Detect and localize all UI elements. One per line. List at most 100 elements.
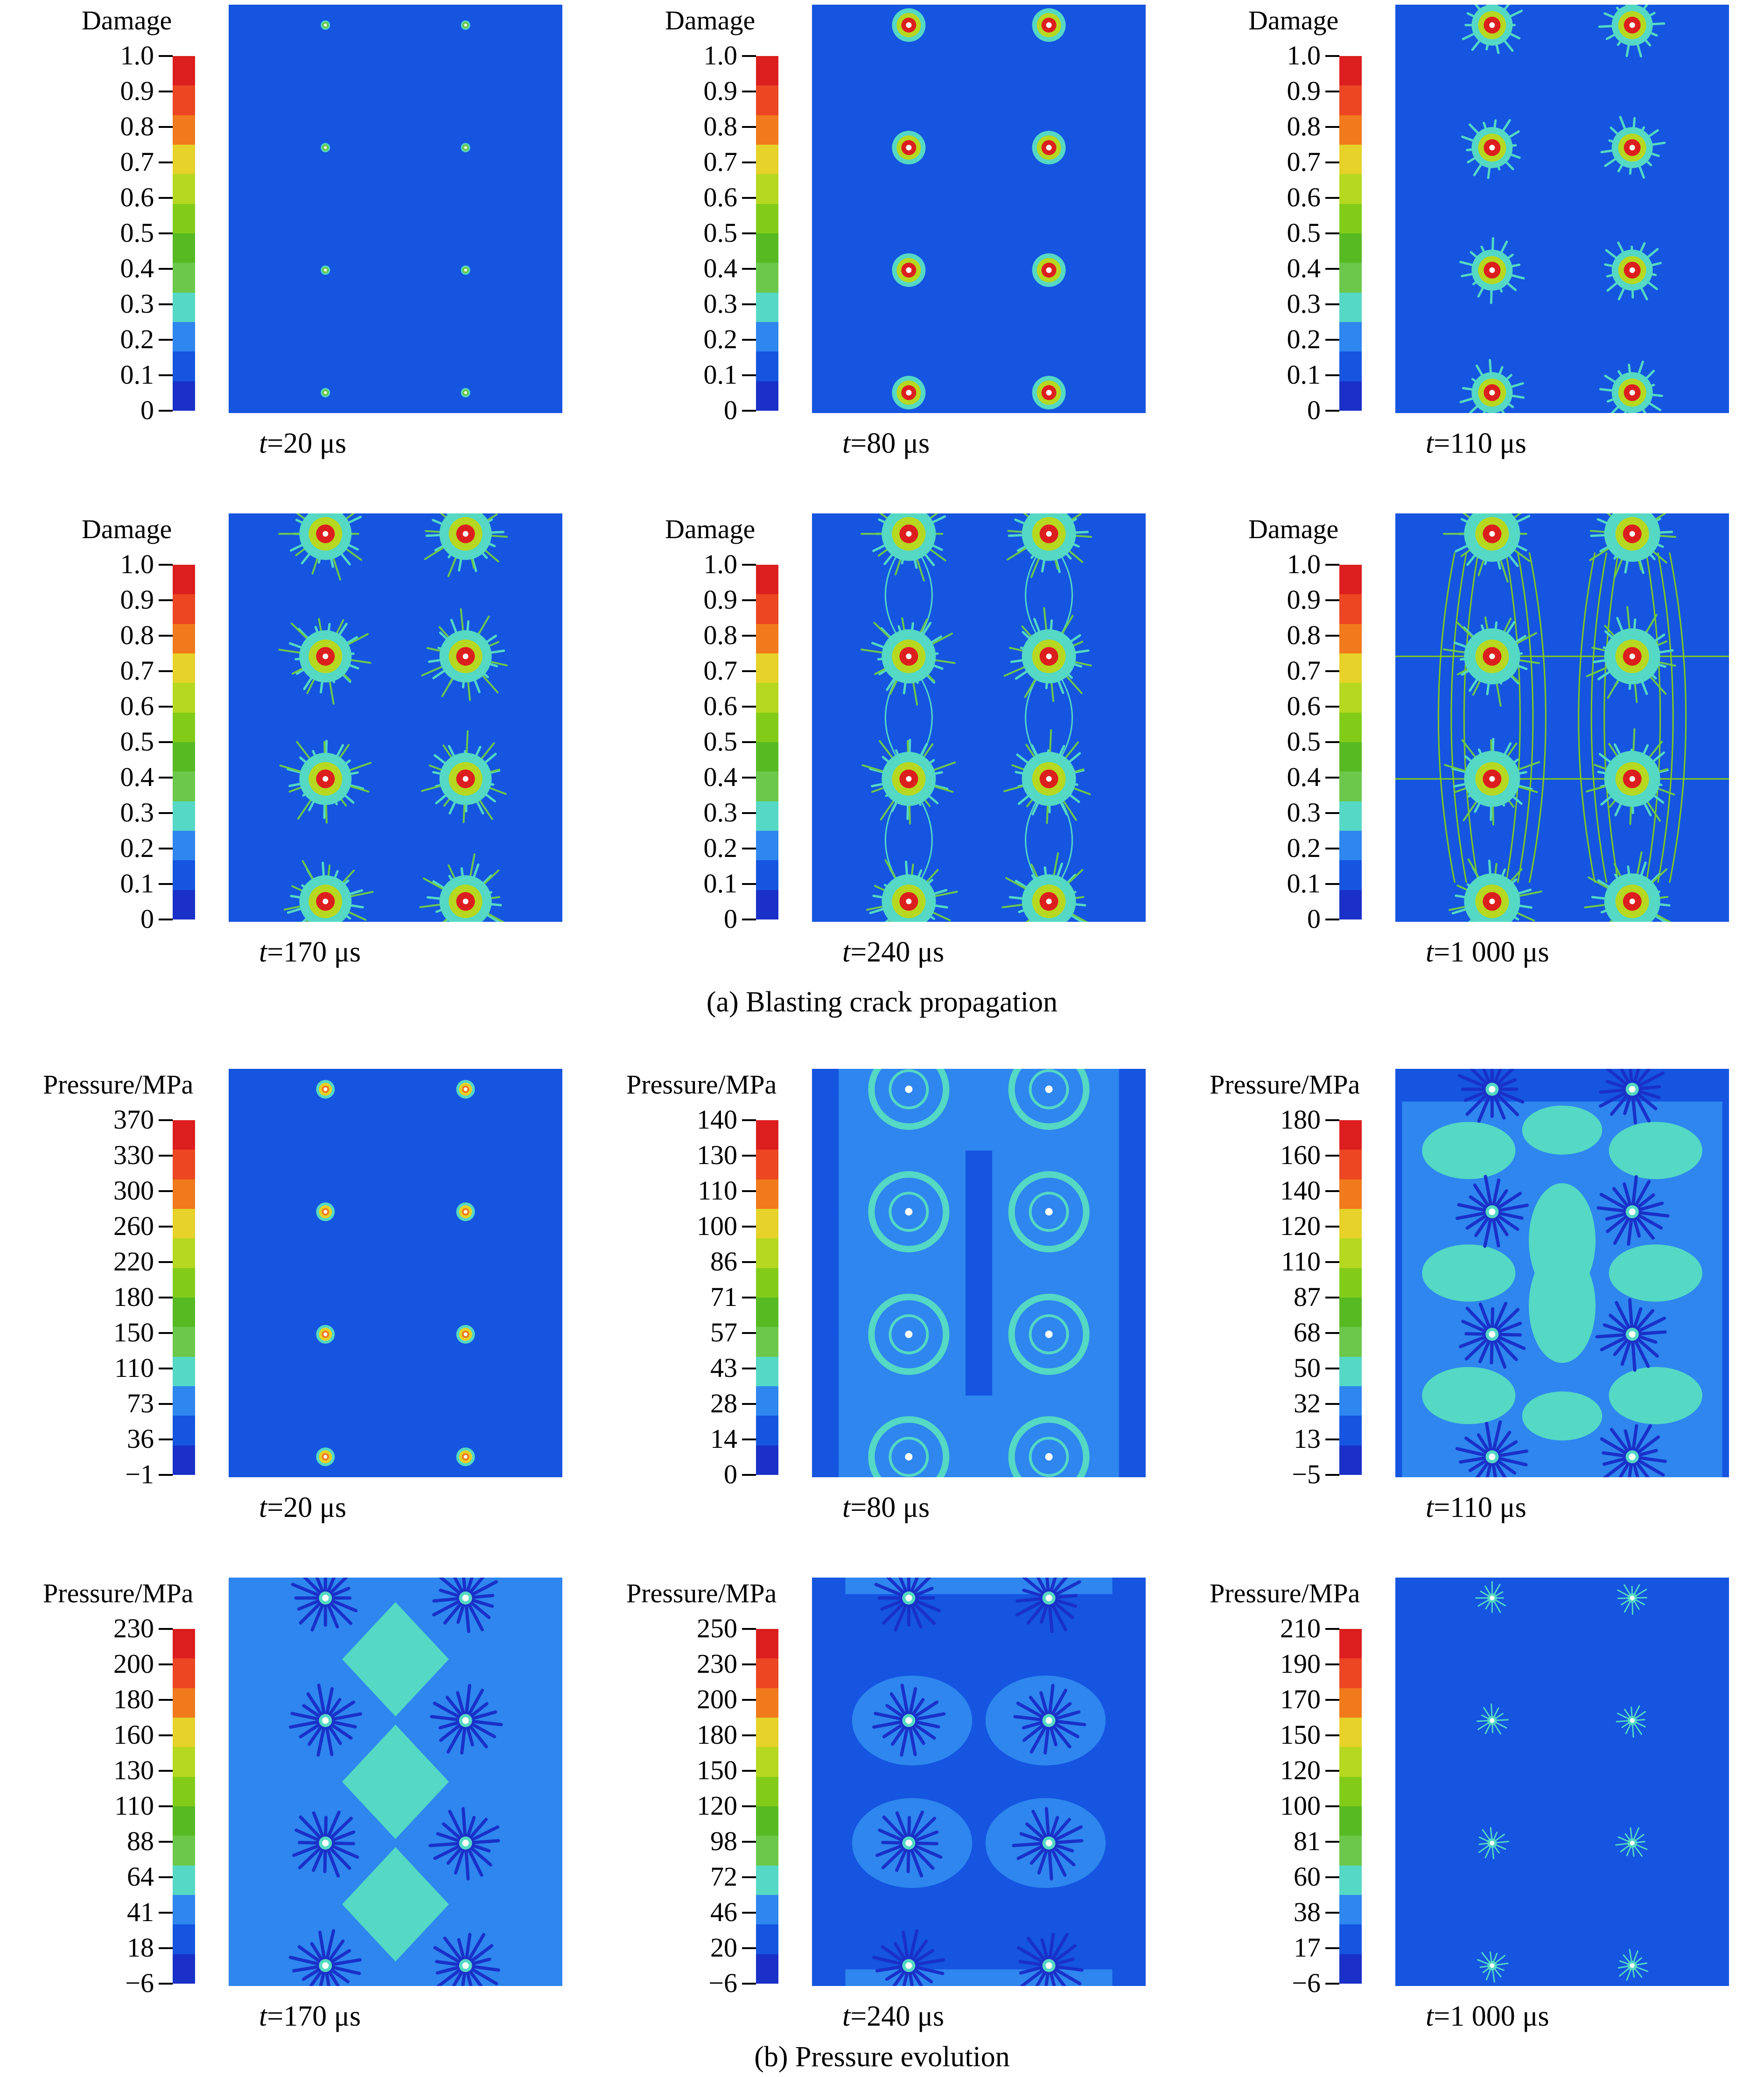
colorbar-tick [742, 1332, 756, 1334]
colorbar-tick-label: 0.8 [1171, 622, 1321, 649]
colorbar-tick-label: 0.7 [1171, 657, 1321, 684]
colorbar-tick-label: −6 [588, 1970, 737, 1997]
borehole [906, 22, 911, 28]
colorbar-tick [742, 1912, 756, 1914]
time-value: =240 μs [850, 936, 944, 968]
colorbar-tick-label: 130 [588, 1142, 737, 1169]
colorbar-segment [1339, 1718, 1362, 1747]
time-label: t=110 μs [1426, 427, 1526, 460]
damage-contour-plot [812, 5, 1146, 413]
borehole [464, 1455, 468, 1459]
colorbar-segment [756, 1924, 778, 1954]
time-value: =1 000 μs [1434, 936, 1549, 968]
colorbar-tick [1325, 126, 1339, 128]
borehole [324, 146, 327, 149]
colorbar-tick-label: 180 [5, 1284, 154, 1311]
colorbar-tick [159, 777, 173, 779]
colorbar-segment [173, 1209, 195, 1239]
colorbar-segment [173, 322, 195, 352]
colorbar-tick [742, 161, 756, 163]
colorbar-segment [756, 1356, 778, 1386]
colorbar-tick [159, 126, 173, 128]
borehole [1630, 1963, 1635, 1968]
borehole [324, 391, 327, 394]
colorbar-segment [1339, 1238, 1362, 1268]
colorbar-title: Damage [82, 5, 172, 36]
colorbar-tick-label: 0.3 [588, 799, 737, 826]
pressure-spike [1630, 1300, 1631, 1329]
borehole [1046, 776, 1052, 782]
colorbar-tick [159, 232, 173, 234]
time-value: =170 μs [267, 936, 361, 968]
colorbar-segment [1339, 624, 1362, 653]
colorbar-tick [159, 1190, 173, 1192]
colorbar-segment [1339, 292, 1362, 322]
borehole [1489, 531, 1495, 537]
colorbar-tick [1325, 197, 1339, 199]
colorbar-tick [159, 1368, 173, 1369]
colorbar-tick [742, 1805, 756, 1807]
borehole [906, 898, 911, 904]
colorbar-segment [173, 1747, 195, 1777]
colorbar-tick-label: 210 [1171, 1615, 1321, 1642]
colorbar-tick-label: 0.2 [1171, 326, 1321, 353]
colorbar-tick [742, 670, 756, 672]
colorbar-tick [742, 232, 756, 234]
time-variable: t [842, 428, 850, 459]
colorbar-segment [173, 1806, 195, 1836]
colorbar-tick-label: 57 [588, 1319, 737, 1346]
borehole [1630, 267, 1635, 273]
colorbar-tick-label: 110 [5, 1792, 154, 1819]
colorbar-tick [159, 410, 173, 412]
interference-zone [1522, 1106, 1603, 1155]
blast-hole [461, 21, 470, 30]
pressure-wave [877, 1812, 941, 1876]
colorbar-segment [173, 712, 195, 742]
colorbar-tick-label: 0.8 [1171, 113, 1321, 140]
borehole [322, 531, 328, 537]
colorbar-title: Damage [665, 5, 755, 36]
time-value: =20 μs [267, 428, 346, 459]
blast-hole [892, 8, 925, 42]
contour-svg [229, 513, 562, 922]
colorbar-tick [1325, 919, 1339, 920]
contour-svg [1395, 1578, 1729, 1986]
pressure-spike [908, 1849, 909, 1872]
pressure-spike [1632, 1601, 1633, 1614]
colorbar-segment [173, 860, 195, 890]
colorbar-title: Pressure/MPa [626, 1578, 777, 1609]
colorbar-tick-label: 160 [1171, 1142, 1321, 1169]
colorbar-title: Pressure/MPa [626, 1069, 777, 1100]
colorbar-segment [173, 1238, 195, 1268]
colorbar-segment [1339, 56, 1362, 86]
time-label: t=170 μs [259, 936, 361, 969]
colorbar-tick [1325, 1734, 1339, 1736]
time-value: =110 μs [1434, 428, 1526, 459]
colorbar-tick [1325, 1403, 1339, 1405]
borehole [905, 1595, 912, 1601]
colorbar-segment [173, 56, 195, 86]
blast-hole [321, 21, 330, 30]
colorbar-tick-label: 36 [5, 1425, 154, 1452]
colorbar-tick-label: 1.0 [588, 551, 737, 578]
borehole [463, 531, 469, 537]
pressure-contour-plot [1395, 1578, 1729, 1986]
borehole [464, 269, 467, 272]
colorbar-tick-label: 0.7 [588, 148, 737, 175]
colorbar-tick-label: −6 [5, 1970, 154, 1997]
borehole [323, 1455, 327, 1459]
colorbar-tick [742, 339, 756, 341]
plot-background [229, 513, 562, 922]
blast-hole [1032, 8, 1066, 42]
borehole [1630, 531, 1635, 537]
borehole [1046, 1595, 1052, 1601]
colorbar-segment [1339, 801, 1362, 831]
interference-zone [1609, 1122, 1702, 1179]
colorbar-tick-label: 0.5 [1171, 219, 1321, 246]
colorbar-segment [1339, 1776, 1362, 1806]
contour-svg [229, 1578, 562, 1986]
colorbar-tick [742, 706, 756, 708]
colorbar-tick [742, 1663, 756, 1665]
